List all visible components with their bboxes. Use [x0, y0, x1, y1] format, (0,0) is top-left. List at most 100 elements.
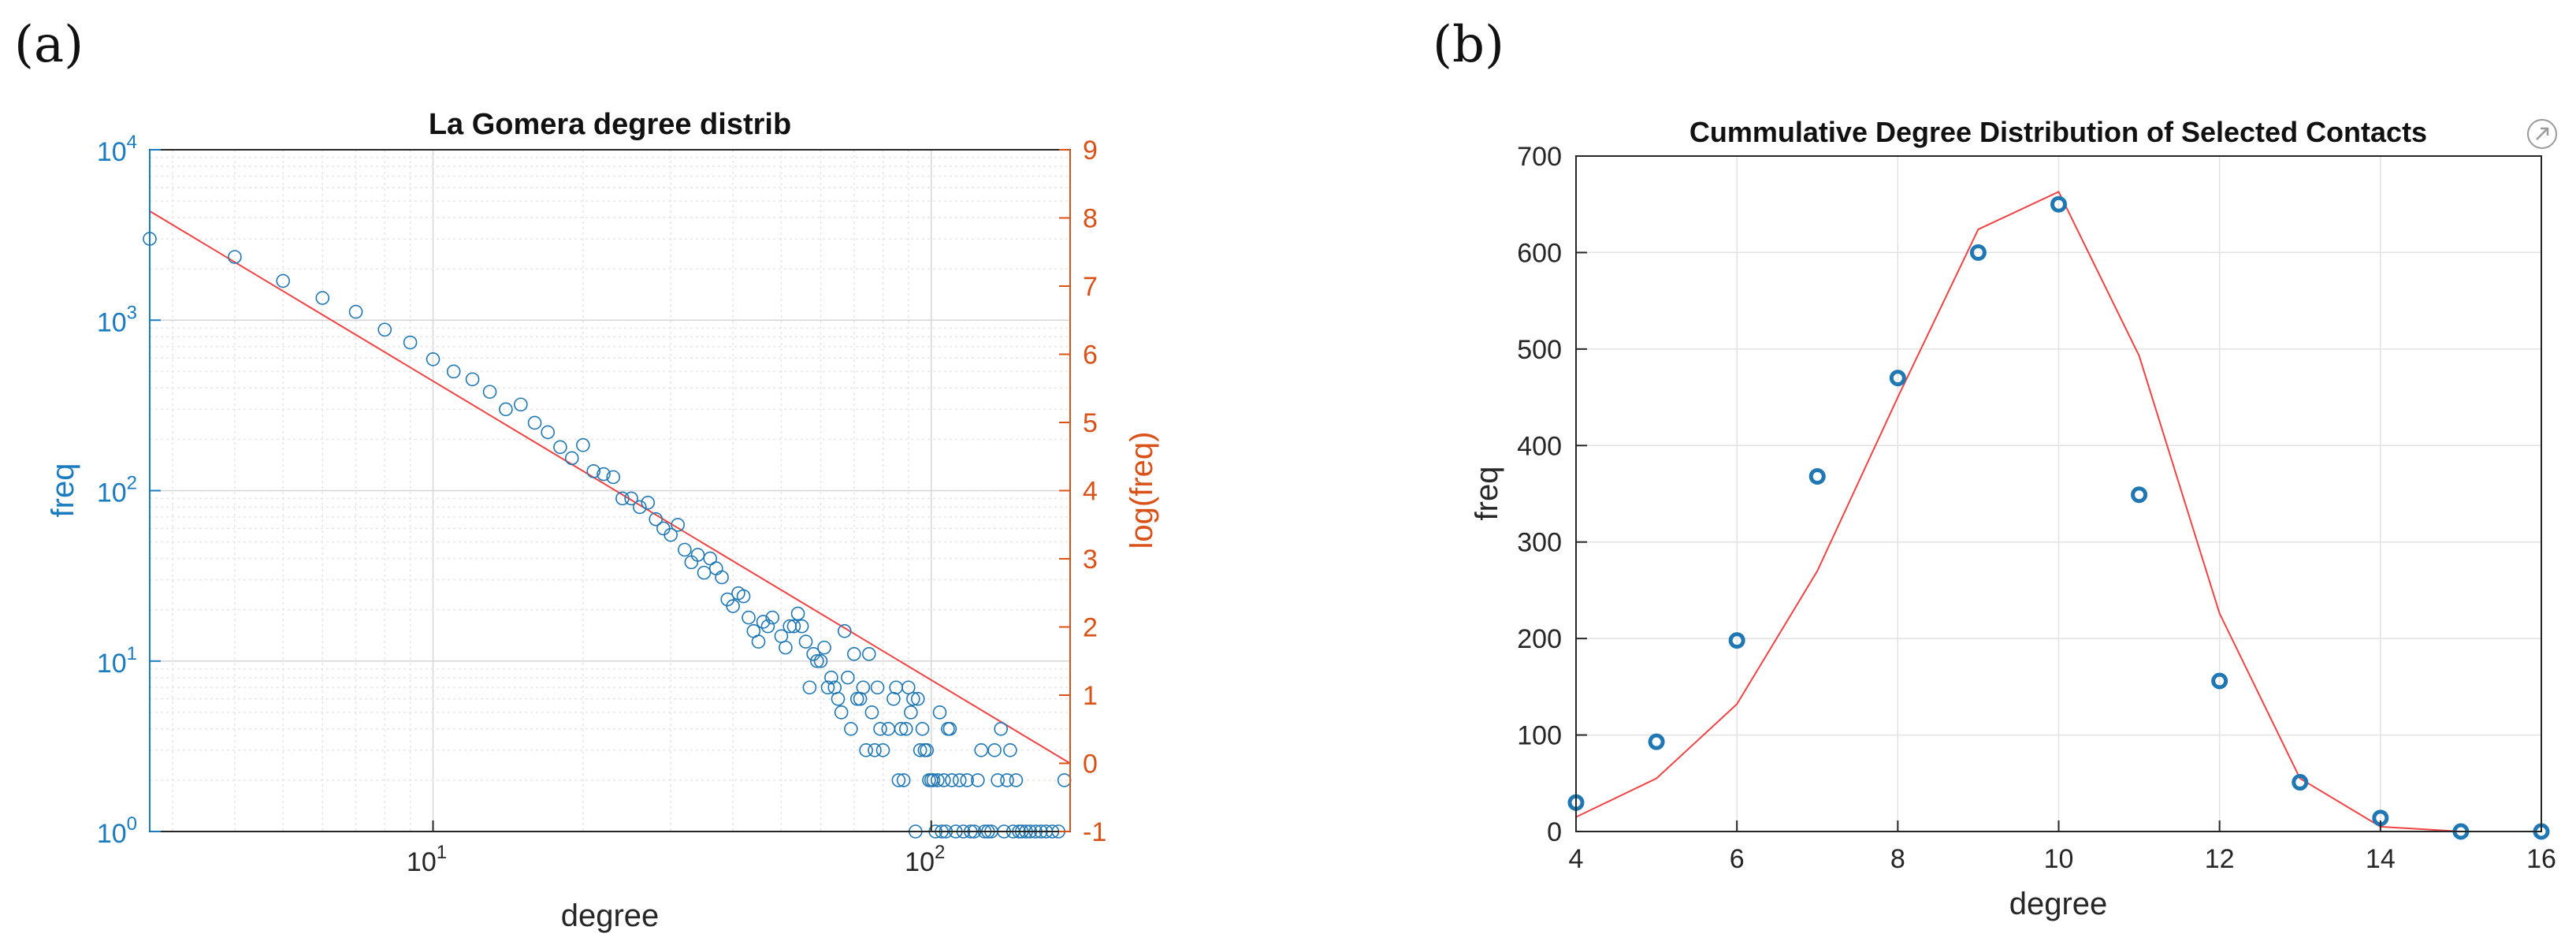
data-point	[678, 542, 692, 557]
chart-b-ylabel: freq	[1470, 467, 1504, 521]
data-point	[446, 364, 461, 379]
data-point	[868, 743, 882, 757]
data-point	[641, 495, 656, 510]
right-tick-label: 0	[1083, 750, 1098, 779]
x-tick-label: 12	[2205, 844, 2235, 874]
data-point	[726, 599, 740, 613]
data-point	[2211, 672, 2228, 690]
data-point	[697, 565, 712, 580]
data-point	[606, 470, 621, 485]
y-tick-label: 400	[1517, 431, 1562, 461]
data-point	[994, 722, 1008, 736]
data-point	[586, 464, 601, 478]
x-tick-label: 16	[2526, 844, 2556, 874]
data-point	[794, 619, 809, 634]
x-tick-label: 10	[2044, 844, 2074, 874]
data-point	[910, 691, 925, 706]
y-tick-label: 700	[1517, 142, 1562, 172]
data-point	[576, 437, 590, 452]
data-point	[377, 322, 392, 337]
data-point	[891, 773, 906, 787]
data-point	[664, 527, 678, 542]
data-point	[864, 705, 879, 720]
right-tick-label: 8	[1083, 204, 1098, 234]
data-point	[1009, 773, 1024, 787]
data-point	[798, 634, 813, 649]
chart-a-title: La Gomera degree distrib	[429, 108, 791, 141]
y-tick-label: 500	[1517, 335, 1562, 365]
data-point	[597, 467, 611, 482]
data-point	[633, 500, 647, 515]
data-point	[1889, 370, 1906, 387]
data-point	[920, 743, 935, 757]
data-point	[926, 773, 941, 787]
data-point	[894, 722, 909, 736]
chart-b-ticks: 4 6 8 10 12 14 16 0 100 200 300 400 500 600 700	[1517, 142, 2556, 874]
data-point	[844, 722, 858, 736]
data-point	[671, 518, 685, 532]
data-point	[931, 773, 945, 787]
x-tick-label: 102	[905, 842, 945, 877]
panel-label-a: (a)	[14, 16, 84, 74]
data-point	[426, 352, 440, 366]
data-point	[779, 640, 793, 655]
data-point	[820, 680, 835, 695]
data-point	[942, 722, 957, 736]
data-point	[898, 722, 913, 736]
data-point	[756, 615, 771, 629]
data-point	[276, 273, 290, 288]
data-point	[873, 722, 887, 736]
data-point	[936, 773, 951, 787]
y-tick-label: 102	[97, 473, 137, 508]
data-point	[690, 548, 705, 562]
data-point	[952, 773, 967, 787]
data-point	[1728, 632, 1745, 649]
data-point	[786, 619, 801, 634]
data-point	[802, 680, 817, 695]
data-point	[904, 705, 918, 720]
right-tick-label: -1	[1083, 817, 1106, 847]
chart-a-ylabel: freq	[46, 463, 80, 518]
data-point	[315, 291, 330, 305]
data-point	[841, 670, 855, 685]
data-point	[875, 743, 890, 757]
data-point	[615, 491, 630, 506]
right-tick-label: 5	[1083, 408, 1098, 438]
y-tick-exponent: 1	[127, 643, 137, 664]
data-point	[742, 610, 756, 625]
data-point	[228, 250, 242, 264]
chart-b-title: Cummulative Degree Distribution of Selec…	[1689, 116, 2427, 148]
data-point	[813, 653, 828, 668]
data-point	[824, 670, 838, 685]
data-point	[849, 691, 864, 706]
data-point	[624, 491, 638, 506]
y-tick-label: 0	[1547, 817, 1562, 847]
y-tick-label: 103	[97, 302, 137, 337]
data-point	[527, 415, 542, 430]
export-icon[interactable]	[2527, 119, 2557, 149]
data-point	[974, 743, 989, 757]
data-point	[751, 634, 766, 649]
data-point	[790, 606, 805, 621]
chart-b-xlabel: degree	[2009, 887, 2108, 921]
right-tick-label: 1	[1083, 681, 1098, 711]
data-point	[541, 425, 556, 440]
data-point	[2050, 195, 2067, 213]
data-point	[736, 589, 751, 604]
data-point	[906, 691, 920, 706]
data-point	[499, 402, 513, 417]
right-tick-label: 7	[1083, 272, 1098, 302]
data-point	[1648, 733, 1665, 750]
x-tick-exponent: 1	[437, 842, 447, 863]
data-point	[2131, 486, 2148, 504]
data-point	[806, 646, 820, 661]
x-tick-label: 4	[1569, 844, 1584, 874]
data-point	[837, 623, 852, 638]
data-point	[987, 743, 1002, 757]
data-point	[760, 619, 775, 634]
y-tick-label: 101	[97, 643, 137, 679]
data-point	[932, 705, 947, 720]
data-point	[847, 646, 861, 661]
y-tick-label: 300	[1517, 528, 1562, 558]
